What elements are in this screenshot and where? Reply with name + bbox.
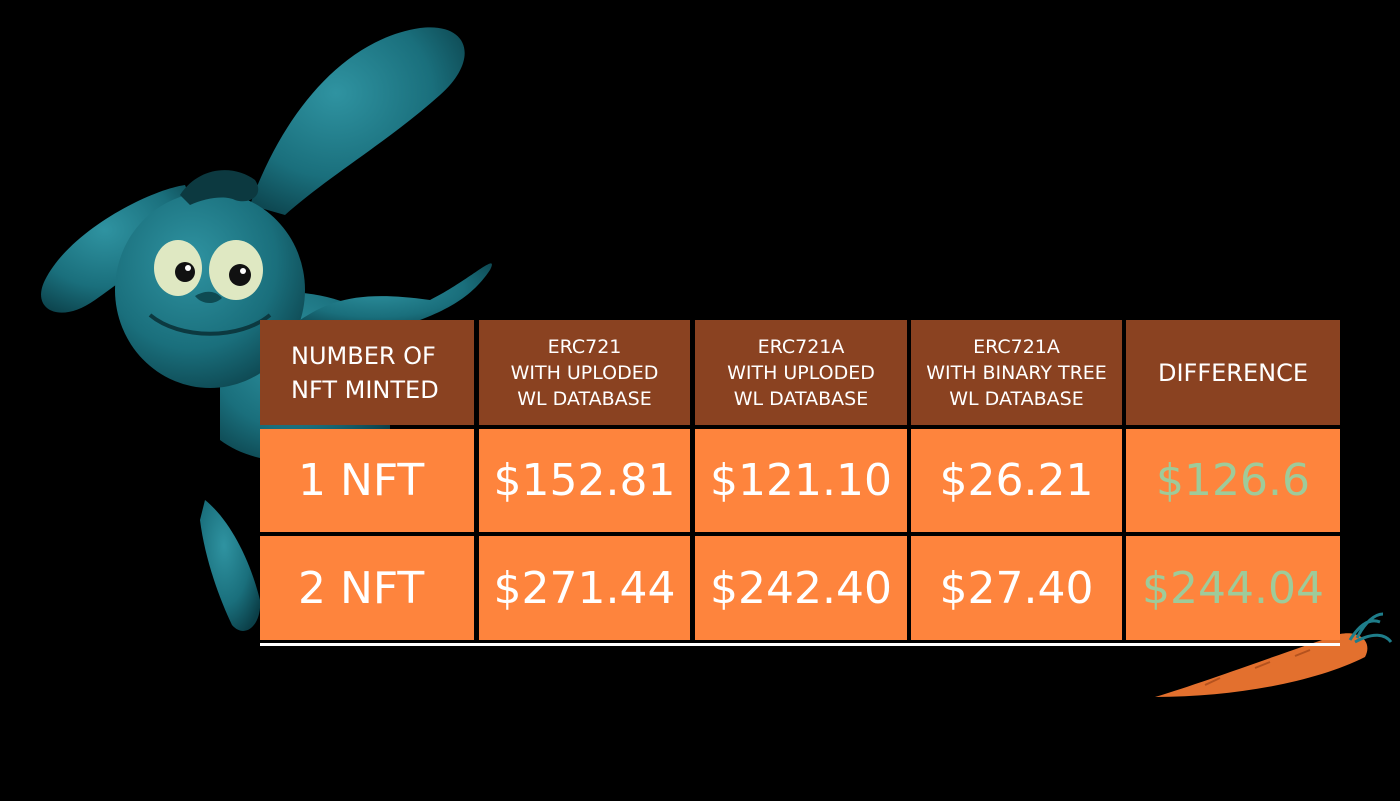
header-nft-minted: NUMBER OF NFT MINTED bbox=[260, 320, 474, 425]
cell-binary-tree: $27.40 bbox=[911, 536, 1122, 640]
cell-erc721a: $242.40 bbox=[695, 536, 907, 640]
cell-difference: $126.6 bbox=[1126, 429, 1340, 532]
carrot-icon bbox=[1155, 612, 1393, 697]
cell-erc721: $271.44 bbox=[479, 536, 690, 640]
table-header-row: NUMBER OF NFT MINTED ERC721 WITH UPLODED… bbox=[260, 320, 1340, 425]
cell-erc721: $152.81 bbox=[479, 429, 690, 532]
table-bottom-border bbox=[260, 643, 1340, 646]
header-erc721a-binary-tree: ERC721A WITH BINARY TREE WL DATABASE bbox=[911, 320, 1122, 425]
table-row: 1 NFT $152.81 $121.10 $26.21 $126.6 bbox=[260, 429, 1340, 532]
header-erc721a-uploaded: ERC721A WITH UPLODED WL DATABASE bbox=[695, 320, 907, 425]
row-label: 1 NFT bbox=[260, 429, 474, 532]
header-erc721-uploaded: ERC721 WITH UPLODED WL DATABASE bbox=[479, 320, 690, 425]
cell-erc721a: $121.10 bbox=[695, 429, 907, 532]
row-label: 2 NFT bbox=[260, 536, 474, 640]
cell-binary-tree: $26.21 bbox=[911, 429, 1122, 532]
cost-comparison-table: NUMBER OF NFT MINTED ERC721 WITH UPLODED… bbox=[260, 320, 1340, 646]
cell-difference: $244.04 bbox=[1126, 536, 1340, 640]
header-difference: DIFFERENCE bbox=[1126, 320, 1340, 425]
table-row: 2 NFT $271.44 $242.40 $27.40 $244.04 bbox=[260, 536, 1340, 640]
